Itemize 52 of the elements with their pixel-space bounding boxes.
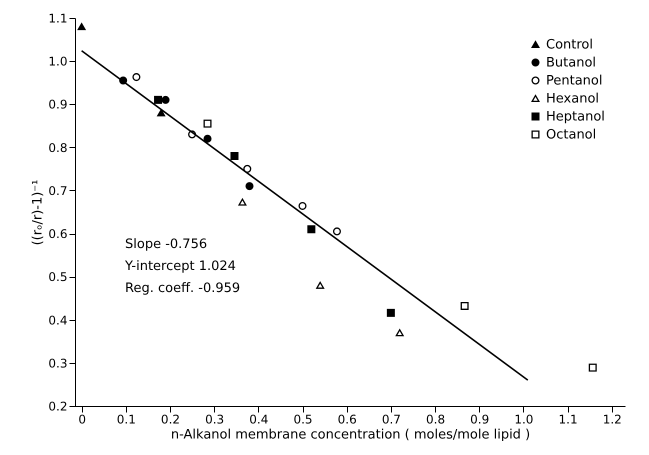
point: [78, 23, 86, 30]
point: [162, 96, 170, 104]
x-tick-label: 0.7: [382, 412, 401, 426]
legend-label: Hexanol: [546, 92, 600, 106]
point: [157, 109, 166, 116]
point: [588, 364, 597, 372]
point: [154, 96, 162, 104]
x-tick-label: 0.9: [470, 412, 490, 426]
point: [332, 227, 341, 236]
legend-label: Heptanol: [546, 110, 605, 124]
point: [298, 202, 307, 210]
y-axis-title: ((rₒ/r)-1)⁻¹: [30, 180, 46, 246]
annotation: Reg. coeff. -0.959: [125, 281, 240, 296]
point: [204, 134, 212, 143]
y-tick-label: 1.1: [48, 12, 68, 26]
y-tick-label: 0.4: [48, 313, 68, 328]
legend-label: Pentanol: [546, 74, 602, 88]
y-tick-label: 0.5: [48, 270, 68, 284]
x-axis-title: n-Alkanol membrane concentration ( moles/mole lipid ): [170, 428, 530, 442]
point: [460, 302, 469, 310]
x-tick-label: 0: [78, 412, 86, 426]
point: [396, 329, 404, 336]
point: [245, 182, 254, 190]
y-tick-label: 1.0: [48, 54, 68, 69]
x-tick-label: 0.2: [160, 412, 180, 426]
y-tick-label: 0.6: [48, 227, 68, 242]
x-tick-label: 0.3: [205, 412, 224, 426]
annotation: Y-intercept 1.024: [124, 259, 236, 274]
point: [132, 73, 140, 82]
x-tick-label: 1.0: [514, 412, 534, 426]
y-tick-label: 0.8: [48, 140, 68, 155]
legend-label: Control: [546, 38, 593, 52]
x-tick-label: 1.1: [558, 412, 578, 426]
point: [307, 225, 316, 234]
y-tick-label: 0.9: [48, 98, 68, 112]
annotation: Slope -0.756: [125, 237, 208, 252]
x-tick-label: 0.6: [338, 412, 357, 426]
x-tick-label: 0.5: [293, 412, 313, 426]
point: [238, 198, 246, 206]
y-tick-label: 0.7: [48, 184, 68, 198]
y-tick-label: 0.2: [48, 400, 68, 414]
x-tick-label: 0.1: [116, 412, 136, 426]
legend-label: Octanol: [546, 128, 596, 142]
point: [386, 308, 395, 317]
x-tick-label: 0.8: [426, 412, 446, 426]
x-tick-label: 1.2: [602, 412, 622, 426]
x-tick-label: 0.4: [249, 412, 268, 426]
point: [230, 152, 238, 160]
point: [204, 120, 212, 128]
y-tick-label: 0.3: [48, 356, 68, 370]
point: [316, 282, 324, 289]
legend-label: Butanol: [546, 56, 596, 70]
